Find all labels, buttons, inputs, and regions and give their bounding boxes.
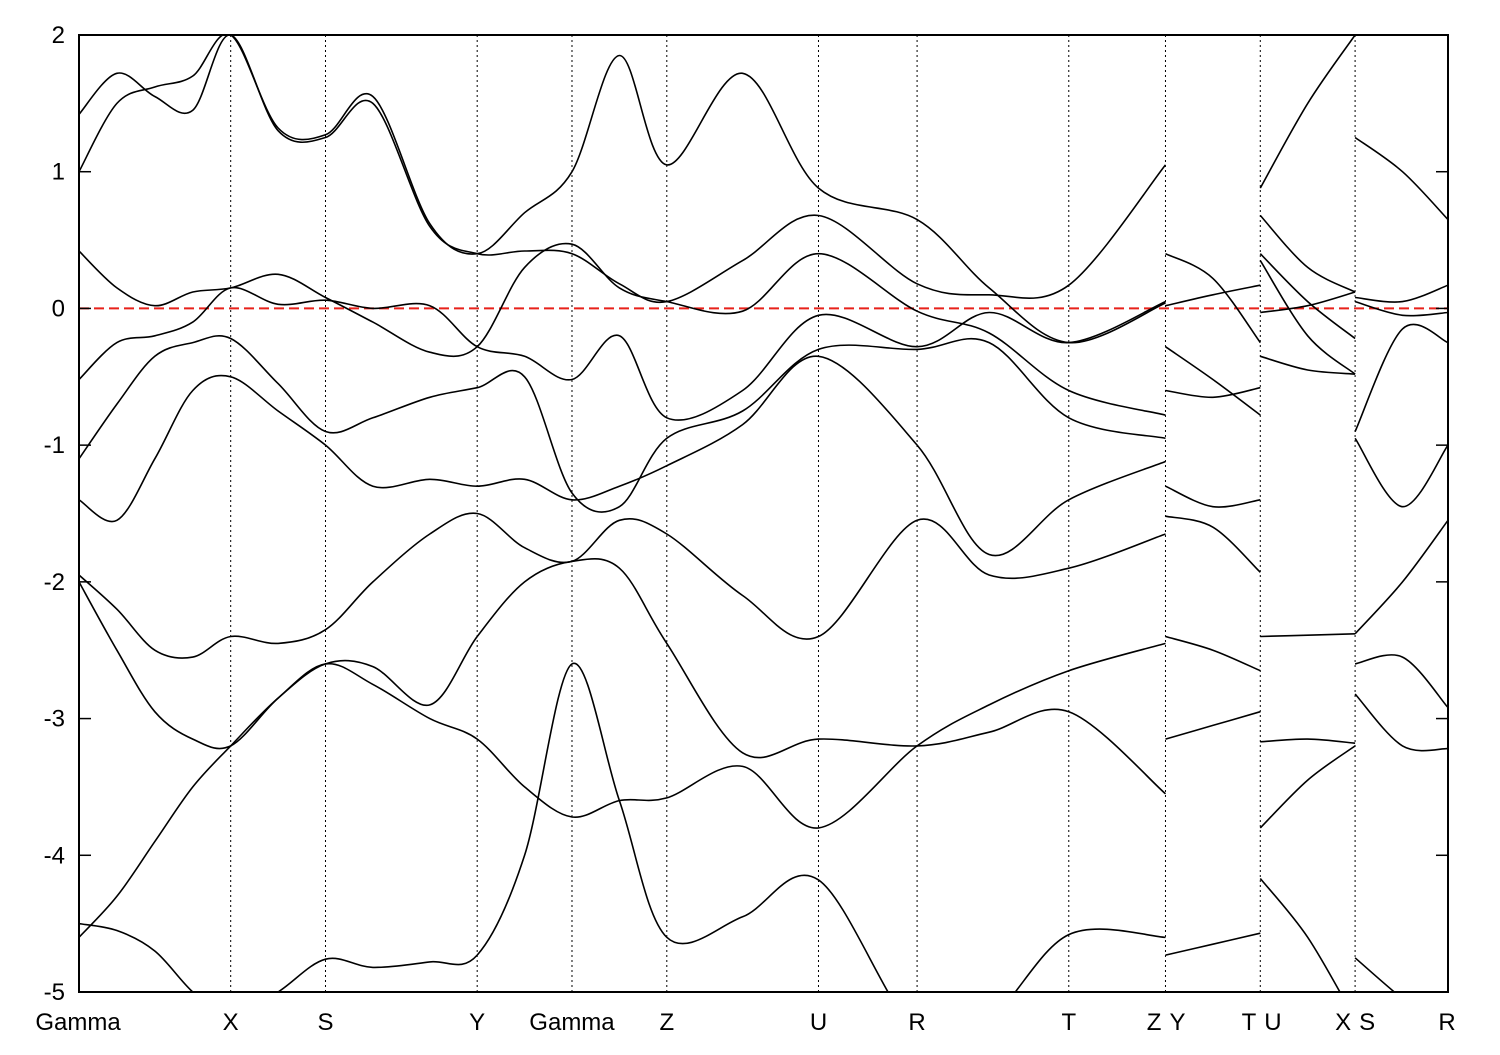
bands-layer [79, 35, 1448, 992]
band-line-22 [1259, 260, 1356, 375]
x-tick-label: Z [659, 1009, 674, 1036]
x-tick-label: U [810, 1009, 827, 1036]
x-tick-label: Y [1169, 1009, 1185, 1036]
y-tick-label: -1 [44, 432, 65, 459]
y-tick-label: 0 [52, 295, 65, 322]
band-line-33 [1354, 437, 1448, 508]
band-line-1 [79, 558, 1167, 795]
band-line-2 [79, 512, 1166, 659]
band-line-29 [1354, 136, 1448, 221]
band-line-6 [79, 242, 1166, 416]
y-tick-label: 2 [52, 22, 65, 49]
band-line-26 [1260, 738, 1356, 744]
y-tick-label: -5 [44, 979, 65, 1006]
band-line-34 [1354, 519, 1448, 635]
y-tick-label: -4 [44, 842, 65, 869]
x-axis: Gamma X S Y Gamma Z U R T Z Y T U X S R [35, 1009, 1455, 1036]
band-line-15 [1165, 515, 1261, 573]
band-line-21 [1259, 253, 1356, 340]
x-tick-label: S [1359, 1009, 1375, 1036]
x-tick-label: X [223, 1009, 239, 1036]
band-line-20 [1259, 214, 1356, 293]
plot-frame [78, 34, 1449, 993]
x-tick-label: Gamma [35, 1009, 121, 1036]
band-line-27 [1259, 745, 1356, 829]
x-tick-label: Y [469, 1009, 485, 1036]
band-line-14 [1165, 485, 1261, 508]
x-tick-label: R [1438, 1009, 1455, 1036]
band-line-30 [1355, 284, 1448, 303]
band-line-19 [1259, 35, 1356, 189]
x-tick-label: Gamma [529, 1009, 615, 1036]
band-line-35 [1354, 654, 1448, 709]
x-tick-label: S [317, 1009, 333, 1036]
band-line-32 [1354, 323, 1448, 432]
band-line-36 [1354, 693, 1448, 752]
band-line-9 [79, 662, 1166, 992]
band-line-37 [1354, 957, 1396, 992]
band-line-28 [1259, 877, 1341, 992]
x-tick-label: Z [1147, 1009, 1162, 1036]
band-line-13 [1165, 386, 1261, 399]
x-tick-label: U [1264, 1009, 1281, 1036]
band-line-10 [1165, 252, 1261, 344]
band-line-31 [1354, 300, 1448, 317]
band-line-5 [79, 286, 1166, 421]
x-tick-label: X [1335, 1009, 1351, 1036]
y-tick-label: -2 [44, 569, 65, 596]
band-line-24 [1260, 355, 1356, 375]
k-point-gridlines [230, 35, 1356, 992]
band-line-0 [79, 642, 1166, 938]
band-line-7 [79, 35, 1167, 304]
band-line-12 [1165, 346, 1261, 416]
band-line-16 [1165, 635, 1261, 672]
band-line-11 [1165, 284, 1261, 307]
y-tick-label: 1 [52, 159, 65, 186]
x-tick-label: T [1061, 1009, 1076, 1036]
band-line-3 [79, 355, 1166, 557]
band-line-25 [1260, 633, 1356, 638]
y-axis: -5 -4 -3 -2 -1 0 1 2 [44, 22, 1448, 1006]
x-tick-label: T [1242, 1009, 1257, 1036]
band-line-4 [79, 335, 1166, 513]
band-line-17 [1165, 710, 1261, 740]
x-tick-label: R [908, 1009, 925, 1036]
band-line-23 [1260, 291, 1356, 314]
band-line-18 [1165, 932, 1261, 956]
y-tick-label: -3 [44, 706, 65, 733]
